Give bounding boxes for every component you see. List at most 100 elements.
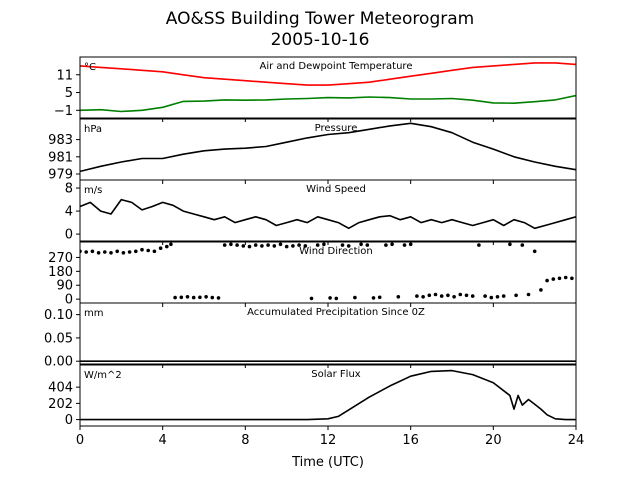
wind-direction-point xyxy=(402,243,407,247)
pressure-y-tick-label: 983 xyxy=(48,133,73,148)
wind-direction-point xyxy=(439,294,444,298)
x-tick-label: 8 xyxy=(241,433,249,448)
wind-direction-point xyxy=(539,288,543,292)
solar-flux-y-tick-label: 0 xyxy=(65,413,73,428)
wind-direction-point xyxy=(408,242,413,247)
wind-direction-point xyxy=(359,242,363,247)
pressure-unit-label: hPa xyxy=(84,124,102,135)
wind-direction-point xyxy=(297,243,301,247)
wind-direction-point xyxy=(501,294,506,298)
pressure-series-line-0 xyxy=(80,122,576,173)
wind-direction-point xyxy=(340,243,345,247)
wind-direction-point xyxy=(315,243,320,247)
wind-direction-point xyxy=(427,293,432,298)
wind-direction-point xyxy=(532,249,537,254)
wind-direction-point xyxy=(328,296,332,300)
wind-direction-point xyxy=(284,244,289,249)
x-tick-label: 12 xyxy=(320,433,337,448)
wind-direction-point xyxy=(204,295,208,299)
pressure-panel: 979 981 983 hPa Pressure xyxy=(48,118,577,184)
wind-speed-y-tick-label: 0 xyxy=(65,228,73,243)
wind-direction-y-tick-label: 90 xyxy=(56,279,73,294)
wind-direction-point xyxy=(109,251,113,255)
wind-direction-point xyxy=(495,295,500,299)
pressure-plot-area xyxy=(80,122,576,173)
solar-flux-y-tick-label: 404 xyxy=(48,381,73,396)
figure-date: 2005-10-16 xyxy=(271,30,370,50)
wind-direction-point xyxy=(291,244,295,248)
pressure-y-tick-label: 979 xyxy=(48,167,73,182)
precipitation-y-tick-label: 0.05 xyxy=(44,331,73,346)
wind-direction-point xyxy=(235,243,239,247)
temperature-series-line-1 xyxy=(80,94,576,113)
solar-flux-series-line-0 xyxy=(80,369,576,421)
wind-direction-point xyxy=(146,248,150,253)
panels: −1 5 11 °C Air and Dewpoint Temperature 979 98… xyxy=(44,56,577,428)
wind-direction-point xyxy=(334,296,339,301)
temperature-y-tick-label: 11 xyxy=(56,68,73,83)
x-tick-label: 0 xyxy=(76,433,84,448)
wind-direction-point xyxy=(377,295,382,300)
wind-direction-point xyxy=(134,249,138,254)
wind-direction-plot-area xyxy=(80,242,574,301)
wind-direction-point xyxy=(489,295,494,300)
wind-direction-point xyxy=(152,249,157,254)
wind-direction-point xyxy=(140,247,144,252)
wind-direction-point xyxy=(210,295,215,300)
wind-direction-point xyxy=(433,292,438,297)
wind-direction-point xyxy=(458,292,463,297)
pressure-y-tick-label: 981 xyxy=(48,150,73,165)
wind-direction-point xyxy=(253,243,258,247)
wind-direction-point xyxy=(384,243,388,247)
temperature-series-line-0 xyxy=(80,62,576,86)
wind-direction-point xyxy=(158,246,163,250)
wind-direction-point xyxy=(127,250,132,254)
wind-direction-point xyxy=(191,295,196,300)
wind-direction-point xyxy=(470,294,475,298)
wind-direction-point xyxy=(103,250,107,254)
x-tick-label: 24 xyxy=(568,433,585,448)
wind-direction-point xyxy=(247,244,252,249)
wind-direction-point xyxy=(570,276,574,281)
wind-direction-point xyxy=(303,244,308,248)
wind-direction-point xyxy=(477,243,481,247)
wind-direction-point xyxy=(545,278,549,283)
precipitation-panel: 0.00 0.05 0.10 mm Accumulated Precipitation … xyxy=(44,302,577,370)
wind-direction-y-tick-label: 180 xyxy=(48,265,73,280)
wind-direction-point xyxy=(198,295,202,300)
x-tick-label: 4 xyxy=(159,433,167,448)
temperature-y-tick-label: −1 xyxy=(54,104,73,119)
wind-direction-point xyxy=(241,244,246,248)
temperature-plot-area xyxy=(80,62,576,113)
wind-speed-series-line-0 xyxy=(80,198,576,230)
wind-direction-point xyxy=(96,251,101,255)
temperature-y-tick-label: 5 xyxy=(65,86,73,101)
wind-direction-point xyxy=(115,249,119,254)
wind-direction-point xyxy=(169,242,173,247)
wind-direction-point xyxy=(421,295,425,299)
pressure-title: Pressure xyxy=(315,123,358,134)
wind-direction-point xyxy=(353,295,357,300)
wind-direction-point xyxy=(396,295,401,299)
wind-speed-plot-area xyxy=(80,198,576,230)
x-axis-label: Time (UTC) xyxy=(291,455,364,470)
temperature-unit-label: °C xyxy=(84,62,96,73)
wind-direction-point xyxy=(365,243,370,247)
x-tick-label: 16 xyxy=(402,433,419,448)
wind-direction-point xyxy=(415,294,419,298)
wind-direction-point xyxy=(557,276,562,281)
temperature-title: Air and Dewpoint Temperature xyxy=(260,61,413,72)
wind-direction-point xyxy=(526,292,531,297)
figure-title: AO&SS Building Tower Meteorogram xyxy=(166,9,474,29)
wind-direction-point xyxy=(173,295,177,300)
wind-direction-point xyxy=(278,242,283,247)
wind-direction-point xyxy=(508,242,512,247)
wind-direction-point xyxy=(185,295,190,299)
x-tick-label: 20 xyxy=(485,433,502,448)
wind-direction-point xyxy=(260,244,264,248)
wind-direction-point xyxy=(84,250,88,254)
wind-direction-point xyxy=(563,275,568,280)
wind-direction-point xyxy=(121,251,126,255)
